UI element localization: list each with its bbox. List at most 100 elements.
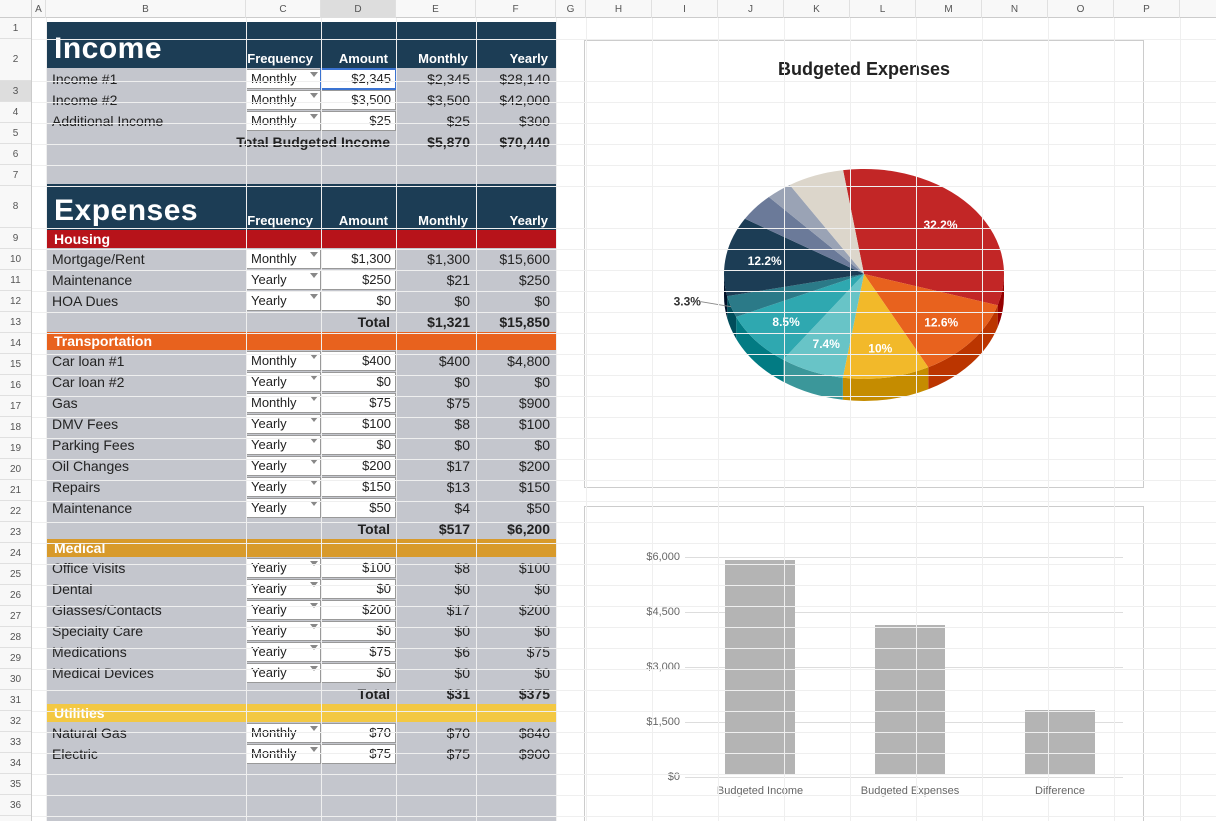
exp-2-0-yearly: $100 <box>476 557 556 578</box>
column-header-P[interactable]: P <box>1114 0 1180 18</box>
income-row-0-frequency-dropdown[interactable]: Monthly <box>246 69 321 89</box>
column-headers[interactable]: ABCDEFGHIJKLMNOP <box>32 0 1216 18</box>
column-header-C[interactable]: C <box>246 0 321 18</box>
row-header-1[interactable]: 1 <box>0 18 31 39</box>
row-header-30[interactable]: 30 <box>0 669 31 690</box>
row-header-11[interactable]: 11 <box>0 270 31 291</box>
exp-2-5-label: Medical Devices <box>46 662 246 683</box>
column-header-A[interactable]: A <box>32 0 46 18</box>
row-headers[interactable]: 1234567891011121314151617181920212223242… <box>0 0 32 821</box>
row-header-13[interactable]: 13 <box>0 312 31 333</box>
row-header-6[interactable]: 6 <box>0 144 31 165</box>
row-header-28[interactable]: 28 <box>0 627 31 648</box>
cell-grid[interactable]: Income Frequency Amount Monthly Yearly I… <box>32 18 1216 821</box>
exp-2-3-frequency-dropdown[interactable]: Yearly <box>246 621 321 641</box>
row-header-32[interactable]: 32 <box>0 711 31 732</box>
income-row-1-monthly: $3,500 <box>396 89 476 110</box>
row-header-24[interactable]: 24 <box>0 543 31 564</box>
bar-2 <box>1025 710 1095 775</box>
total-row: Total$31$375 <box>46 683 556 704</box>
column-header-L[interactable]: L <box>850 0 916 18</box>
exp-2-5: Medical DevicesYearly$0$0$0 <box>46 662 556 683</box>
exp-0-2-frequency-dropdown[interactable]: Yearly <box>246 291 321 311</box>
column-header-J[interactable]: J <box>718 0 784 18</box>
exp-2-1-frequency-dropdown[interactable]: Yearly <box>246 579 321 599</box>
total-label: Total <box>46 311 396 332</box>
row-header-5[interactable]: 5 <box>0 123 31 144</box>
select-all-corner[interactable] <box>0 0 31 18</box>
row-header-23[interactable]: 23 <box>0 522 31 543</box>
income-row-1-frequency-dropdown[interactable]: Monthly <box>246 90 321 110</box>
exp-2-5-amount-cell[interactable]: $0 <box>321 663 396 683</box>
exp-2-0-frequency-dropdown[interactable]: Yearly <box>246 558 321 578</box>
column-header-N[interactable]: N <box>982 0 1048 18</box>
row-header-8[interactable]: 8 <box>0 186 31 228</box>
exp-0-1-frequency-dropdown[interactable]: Yearly <box>246 270 321 290</box>
column-header-B[interactable]: B <box>46 0 246 18</box>
exp-2-0-monthly: $8 <box>396 557 476 578</box>
exp-2-5-frequency-dropdown[interactable]: Yearly <box>246 663 321 683</box>
income-row-0-amount-cell[interactable]: $2,345 <box>321 69 396 89</box>
income-row-2-frequency-dropdown[interactable]: Monthly <box>246 111 321 131</box>
row-header-19[interactable]: 19 <box>0 438 31 459</box>
pie-chart-card[interactable]: Budgeted Expenses 32.2%12.6%10%7.4%8.5%3… <box>584 40 1144 488</box>
exp-2-4-amount-cell[interactable]: $75 <box>321 642 396 662</box>
row-header-12[interactable]: 12 <box>0 291 31 312</box>
pie-chart: 32.2%12.6%10%7.4%8.5%3.3%12.2% <box>634 104 1094 464</box>
column-header-O[interactable]: O <box>1048 0 1114 18</box>
row-header-9[interactable]: 9 <box>0 228 31 249</box>
row-header-26[interactable]: 26 <box>0 585 31 606</box>
row-header-37[interactable]: 37 <box>0 816 31 821</box>
row-header-18[interactable]: 18 <box>0 417 31 438</box>
row-header-21[interactable]: 21 <box>0 480 31 501</box>
exp-2-2-frequency-dropdown[interactable]: Yearly <box>246 600 321 620</box>
exp-0-2-amount-cell[interactable]: $0 <box>321 291 396 311</box>
row-header-10[interactable]: 10 <box>0 249 31 270</box>
exp-2-4-frequency-dropdown[interactable]: Yearly <box>246 642 321 662</box>
column-header-H[interactable]: H <box>586 0 652 18</box>
exp-0-0-frequency-dropdown[interactable]: Monthly <box>246 249 321 269</box>
col-amount: Amount <box>313 51 388 66</box>
income-row-1-yearly: $42,000 <box>476 89 556 110</box>
row-header-27[interactable]: 27 <box>0 606 31 627</box>
row-header-36[interactable]: 36 <box>0 795 31 816</box>
category-bar-medical: Medical <box>46 539 556 557</box>
row-header-14[interactable]: 14 <box>0 333 31 354</box>
column-header-I[interactable]: I <box>652 0 718 18</box>
row-header-20[interactable]: 20 <box>0 459 31 480</box>
row-header-17[interactable]: 17 <box>0 396 31 417</box>
row-header-31[interactable]: 31 <box>0 690 31 711</box>
income-row-2-amount-cell[interactable]: $25 <box>321 111 396 131</box>
column-header-K[interactable]: K <box>784 0 850 18</box>
income-row-1-amount-cell[interactable]: $3,500 <box>321 90 396 110</box>
pie-label: 3.3% <box>674 295 702 309</box>
category-bar-utilities: Utilities <box>46 704 556 722</box>
row-header-25[interactable]: 25 <box>0 564 31 585</box>
exp-2-4-monthly: $6 <box>396 641 476 662</box>
column-header-D[interactable]: D <box>321 0 396 18</box>
row-header-4[interactable]: 4 <box>0 102 31 123</box>
column-header-M[interactable]: M <box>916 0 982 18</box>
row-header-34[interactable]: 34 <box>0 753 31 774</box>
exp-2-2-amount-cell[interactable]: $200 <box>321 600 396 620</box>
col-yearly: Yearly <box>468 51 548 66</box>
row-header-16[interactable]: 16 <box>0 375 31 396</box>
row-header-33[interactable]: 33 <box>0 732 31 753</box>
row-header-35[interactable]: 35 <box>0 774 31 795</box>
row-header-29[interactable]: 29 <box>0 648 31 669</box>
income-row-0: Income #1Monthly$2,345$2,345$28,140 <box>46 68 556 89</box>
exp-0-1-amount-cell[interactable]: $250 <box>321 270 396 290</box>
exp-0-0-amount-cell[interactable]: $1,300 <box>321 249 396 269</box>
row-header-7[interactable]: 7 <box>0 165 31 186</box>
row-header-22[interactable]: 22 <box>0 501 31 522</box>
column-header-F[interactable]: F <box>476 0 556 18</box>
column-header-E[interactable]: E <box>396 0 476 18</box>
exp-2-0-amount-cell[interactable]: $100 <box>321 558 396 578</box>
row-header-2[interactable]: 2 <box>0 39 31 81</box>
exp-2-3-amount-cell[interactable]: $0 <box>321 621 396 641</box>
row-header-15[interactable]: 15 <box>0 354 31 375</box>
column-header-G[interactable]: G <box>556 0 586 18</box>
income-row-2-label: Additional Income <box>46 110 246 131</box>
row-header-3[interactable]: 3 <box>0 81 31 102</box>
exp-2-1-amount-cell[interactable]: $0 <box>321 579 396 599</box>
